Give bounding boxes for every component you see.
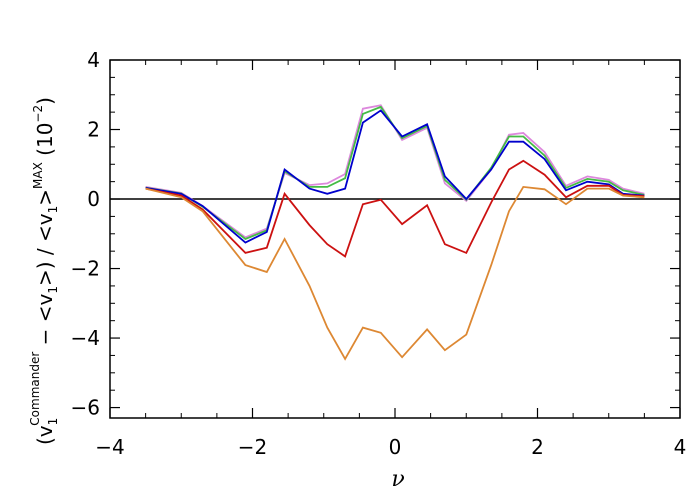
y-tick-label: −4 <box>71 326 100 350</box>
series-line-1 <box>145 104 645 239</box>
x-tick-label: −2 <box>238 435 267 459</box>
series-line-3 <box>145 109 645 244</box>
series-line-2 <box>145 105 645 241</box>
y-tick-label: 4 <box>87 48 100 72</box>
x-tick-label: 2 <box>531 435 544 459</box>
series-line-4 <box>145 159 645 258</box>
x-tick-label: 4 <box>674 435 687 459</box>
y-tick-label: 2 <box>87 118 100 142</box>
x-tick-label: 0 <box>389 435 402 459</box>
x-tick-label: −4 <box>95 435 124 459</box>
y-tick-label: −6 <box>71 396 100 420</box>
y-tick-label: −2 <box>71 257 100 281</box>
y-axis-label: (v1Commander − <v1>) / <v1>MAX (10−2) <box>28 97 60 445</box>
series-line-5 <box>145 185 645 361</box>
x-axis-label: ν <box>391 467 404 492</box>
svg-text:(v1Commander − <v1>) / <v1>MAX: (v1Commander − <v1>) / <v1>MAX (10−2) <box>28 97 60 445</box>
plot-frame <box>109 59 681 419</box>
y-tick-label: 0 <box>87 187 100 211</box>
